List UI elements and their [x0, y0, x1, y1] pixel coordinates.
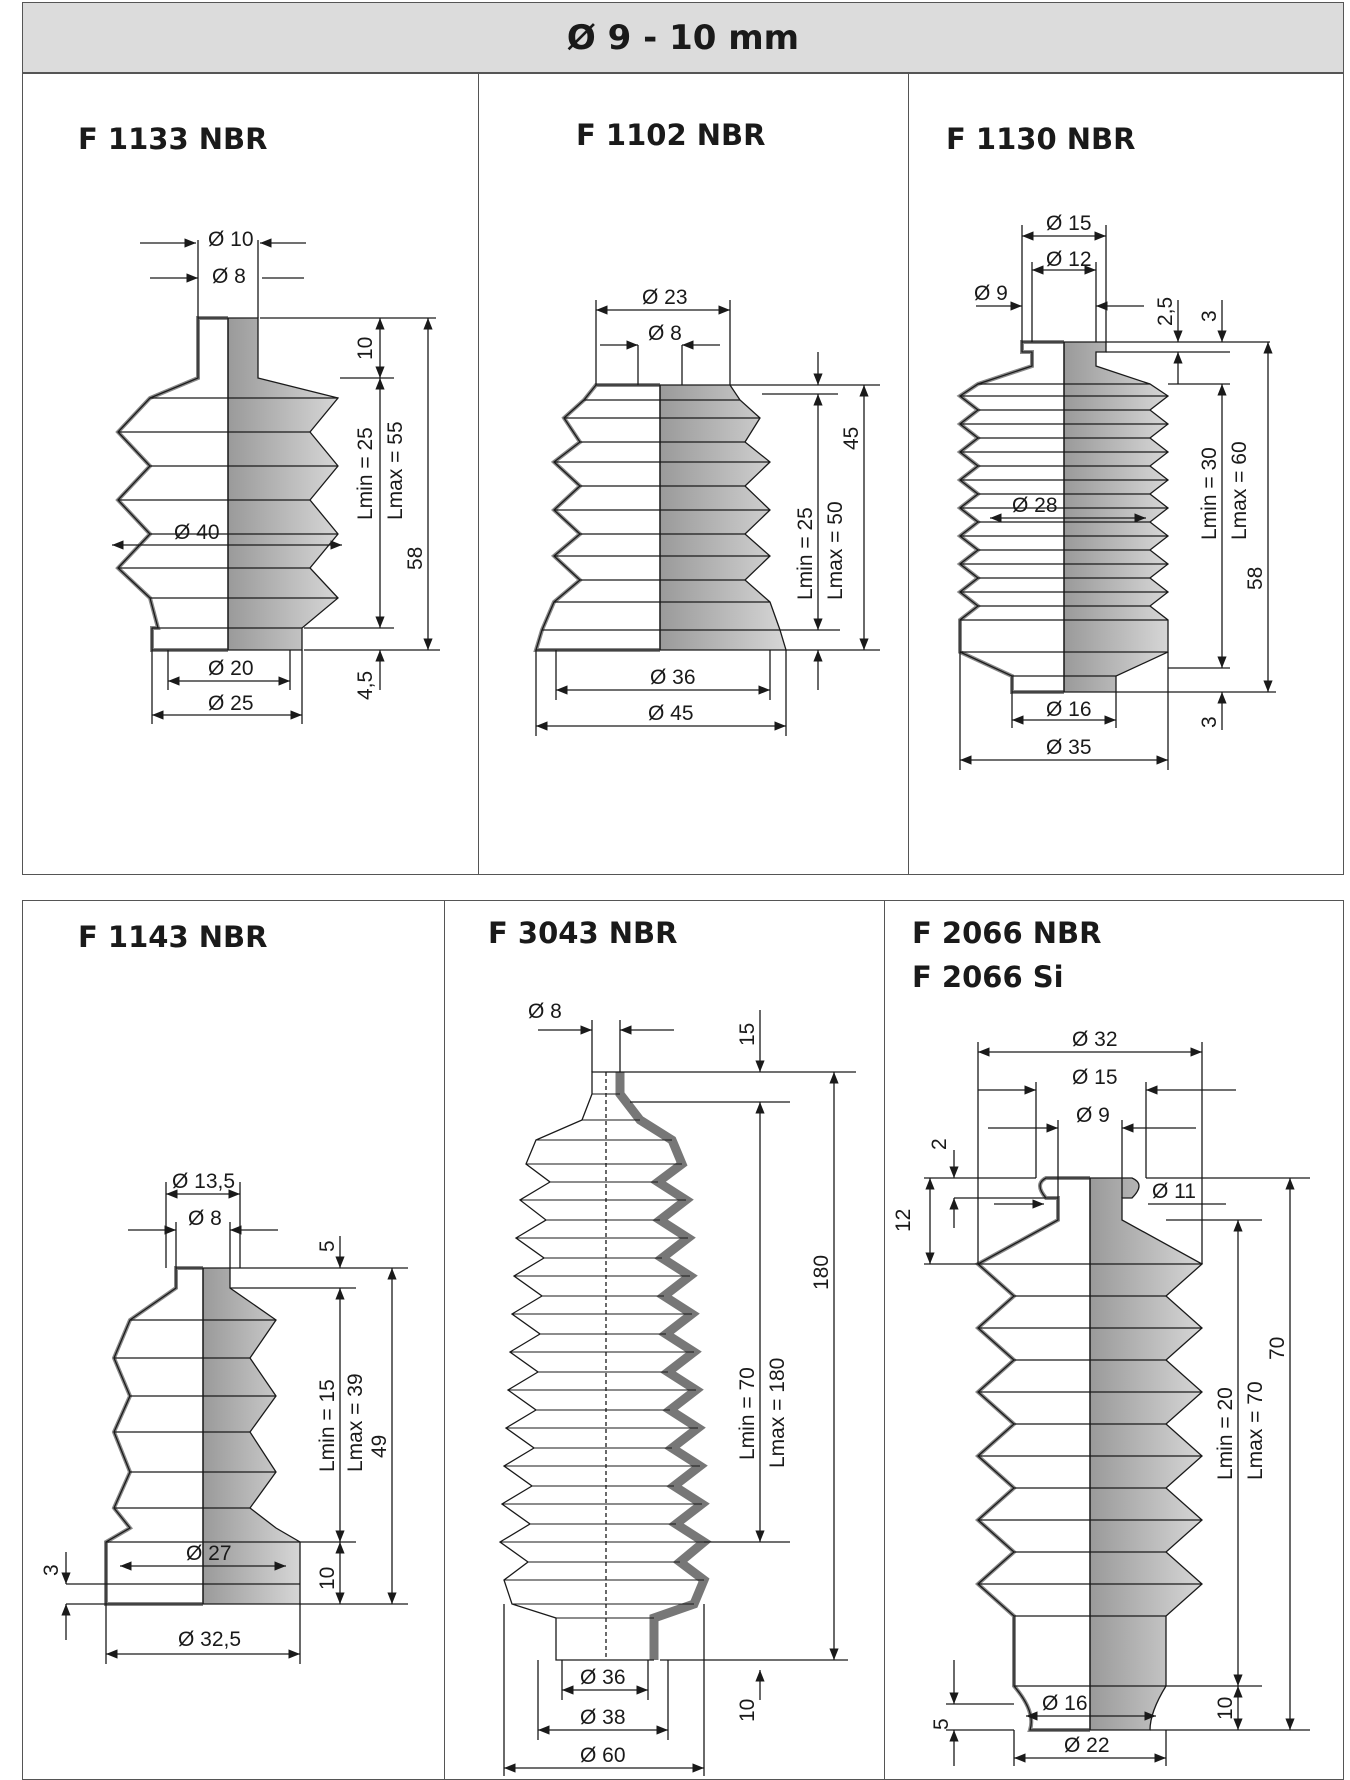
dim-f1133-total: 58: [404, 547, 427, 570]
dim-f2066-lmin: Lmin = 20: [1214, 1387, 1237, 1480]
dim-f1143-base-h: 3: [40, 1564, 63, 1576]
dim-f1143-total: 49: [368, 1435, 391, 1458]
dim-f1130-base-h: 3: [1198, 716, 1221, 728]
dim-f1133-top-outer: Ø 10: [208, 228, 254, 251]
dim-f1143-top-outer: Ø 13,5: [172, 1170, 235, 1193]
dim-f1143-base-outer: Ø 32,5: [178, 1628, 241, 1651]
dim-f1130-top-h1: 2,5: [1154, 297, 1177, 326]
dim-f2066-lmax: Lmax = 70: [1244, 1381, 1267, 1480]
bottom-row-divider-1: [444, 900, 445, 1780]
product-title-f1133: F 1133 NBR: [78, 122, 268, 156]
top-row-frame: [22, 72, 1344, 875]
dim-f2066-total: 70: [1266, 1337, 1289, 1360]
dim-f1130-lmin: Lmin = 30: [1198, 447, 1221, 540]
dim-f2066-base-inner: Ø 16: [1042, 1692, 1088, 1715]
dim-f1133-base-outer: Ø 25: [208, 692, 254, 715]
product-title-f1102: F 1102 NBR: [576, 118, 766, 152]
dim-f3043-top-h: 15: [736, 1023, 759, 1046]
dim-f1130-base-outer: Ø 35: [1046, 736, 1092, 759]
dim-f1133-base-inner: Ø 20: [208, 657, 254, 680]
dim-f3043-base-1: Ø 36: [580, 1666, 626, 1689]
dim-f1130-total: 58: [1244, 567, 1267, 590]
dim-f1133-collar: 10: [354, 337, 377, 360]
dim-f3043-lmax: Lmax = 180: [766, 1358, 789, 1468]
dim-f2066-base-h1: 10: [1214, 1697, 1237, 1720]
dim-f1133-lmin: Lmin = 25: [354, 427, 377, 520]
dim-f1133-body: Ø 40: [174, 521, 220, 544]
dim-f2066-base-h2: 5: [930, 1718, 953, 1730]
dim-f2066-top-mid: Ø 15: [1072, 1066, 1118, 1089]
dim-f1130-top-outer: Ø 15: [1046, 212, 1092, 235]
dim-f1130-top-h2: 3: [1198, 310, 1221, 322]
dim-f1143-base-inner: Ø 27: [186, 1542, 232, 1565]
dim-f1130-body: Ø 28: [1012, 494, 1058, 517]
dim-f1130-lmax: Lmax = 60: [1228, 441, 1251, 540]
size-header-title: Ø 9 - 10 mm: [566, 18, 800, 58]
dim-f1133-base-h: 4,5: [354, 671, 377, 700]
top-row-divider-1: [478, 72, 479, 875]
dim-f1102-base-outer: Ø 45: [648, 702, 694, 725]
product-title-f3043: F 3043 NBR: [488, 916, 678, 950]
product-title-f1143: F 1143 NBR: [78, 920, 268, 954]
dim-f1133-lmax: Lmax = 55: [384, 421, 407, 520]
product-title-f2066-nbr: F 2066 NBR: [912, 916, 1102, 950]
dim-f1102-lmax: Lmax = 50: [824, 501, 847, 600]
dim-f1102-total: 45: [840, 427, 863, 450]
dim-f1143-top-h: 5: [316, 1240, 339, 1252]
dim-f2066-groove: Ø 11: [1152, 1180, 1196, 1203]
dim-f1102-top-inner: Ø 8: [648, 322, 682, 345]
dim-f2066-top-outer: Ø 32: [1072, 1028, 1118, 1051]
bottom-row-divider-2: [884, 900, 885, 1780]
dim-f3043-lmin: Lmin = 70: [736, 1367, 759, 1460]
dim-f1143-base-h2: 10: [316, 1567, 339, 1590]
dim-f3043-base-3: Ø 60: [580, 1744, 626, 1767]
dim-f2066-top-inner: Ø 9: [1076, 1104, 1110, 1127]
size-header: Ø 9 - 10 mm: [22, 2, 1344, 74]
dim-f1102-base-inner: Ø 36: [650, 666, 696, 689]
product-title-f1130: F 1130 NBR: [946, 122, 1136, 156]
dim-f2066-base-outer: Ø 22: [1064, 1734, 1110, 1757]
product-title-f2066-si: F 2066 Si: [912, 960, 1064, 994]
dim-f3043-total: 180: [810, 1255, 833, 1290]
dim-f2066-top-h2: 12: [892, 1209, 915, 1232]
dim-f1130-top-inner: Ø 9: [974, 282, 1008, 305]
dim-f1133-top-inner: Ø 8: [212, 265, 246, 288]
dim-f2066-top-h1: 2: [928, 1138, 951, 1150]
dim-f1143-top-inner: Ø 8: [188, 1207, 222, 1230]
dim-f3043-base-h: 10: [736, 1699, 759, 1722]
dim-f1102-lmin: Lmin = 25: [794, 507, 817, 600]
dim-f1102-top-outer: Ø 23: [642, 286, 688, 309]
top-row-divider-2: [908, 72, 909, 875]
dim-f3043-base-2: Ø 38: [580, 1706, 626, 1729]
dim-f1130-base-inner: Ø 16: [1046, 698, 1092, 721]
dim-f1143-lmax: Lmax = 39: [344, 1373, 367, 1472]
dim-f1143-lmin: Lmin = 15: [316, 1379, 339, 1472]
dim-f1130-top-mid: Ø 12: [1046, 248, 1092, 271]
dim-f3043-top: Ø 8: [528, 1000, 562, 1023]
